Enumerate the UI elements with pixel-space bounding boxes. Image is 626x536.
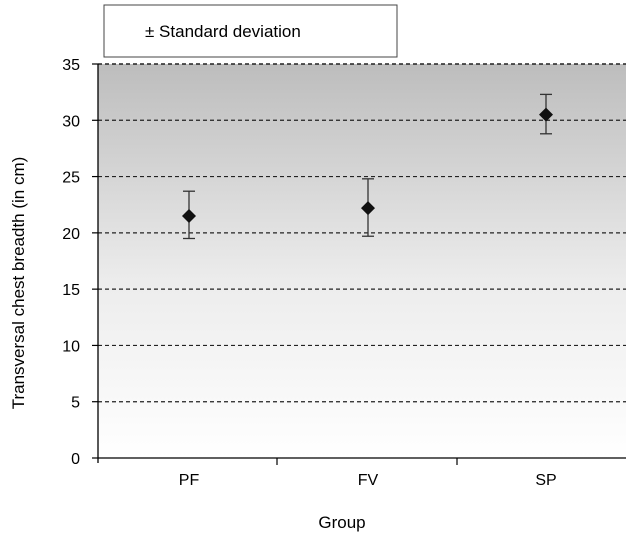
data-points xyxy=(182,93,553,240)
y-tick-label-5: 5 xyxy=(71,395,80,412)
legend-label: ± Standard deviation xyxy=(145,22,301,41)
diamond-marker-pf xyxy=(182,208,196,223)
y-tick-label-30: 30 xyxy=(62,113,80,130)
axes xyxy=(92,63,626,465)
y-tick-label-35: 35 xyxy=(62,57,80,74)
data-point-fv xyxy=(361,178,375,237)
y-tick-label-25: 25 xyxy=(62,170,80,187)
legend: ± Standard deviation xyxy=(103,4,398,58)
plot-area xyxy=(98,64,626,458)
gridlines xyxy=(98,63,626,403)
y-tick-label-15: 15 xyxy=(62,282,80,299)
x-tick-label-sp: SP xyxy=(535,472,556,489)
y-axis-title: Transversal chest breadth (in cm) xyxy=(9,157,28,410)
data-point-pf xyxy=(182,190,196,240)
x-tick-label-fv: FV xyxy=(358,472,379,489)
y-tick-labels: 0 5 10 15 20 25 30 35 xyxy=(62,57,80,468)
diamond-marker-sp xyxy=(539,107,553,122)
y-tick-label-20: 20 xyxy=(62,226,80,243)
diamond-marker-fv xyxy=(361,201,375,216)
data-point-sp xyxy=(539,93,553,135)
legend-box xyxy=(103,4,398,58)
x-tick-label-pf: PF xyxy=(179,472,200,489)
y-tick-label-10: 10 xyxy=(62,338,80,355)
x-axis-title: Group xyxy=(318,513,365,532)
x-tick-labels: PF FV SP xyxy=(179,472,557,489)
y-tick-label-0: 0 xyxy=(71,451,80,468)
